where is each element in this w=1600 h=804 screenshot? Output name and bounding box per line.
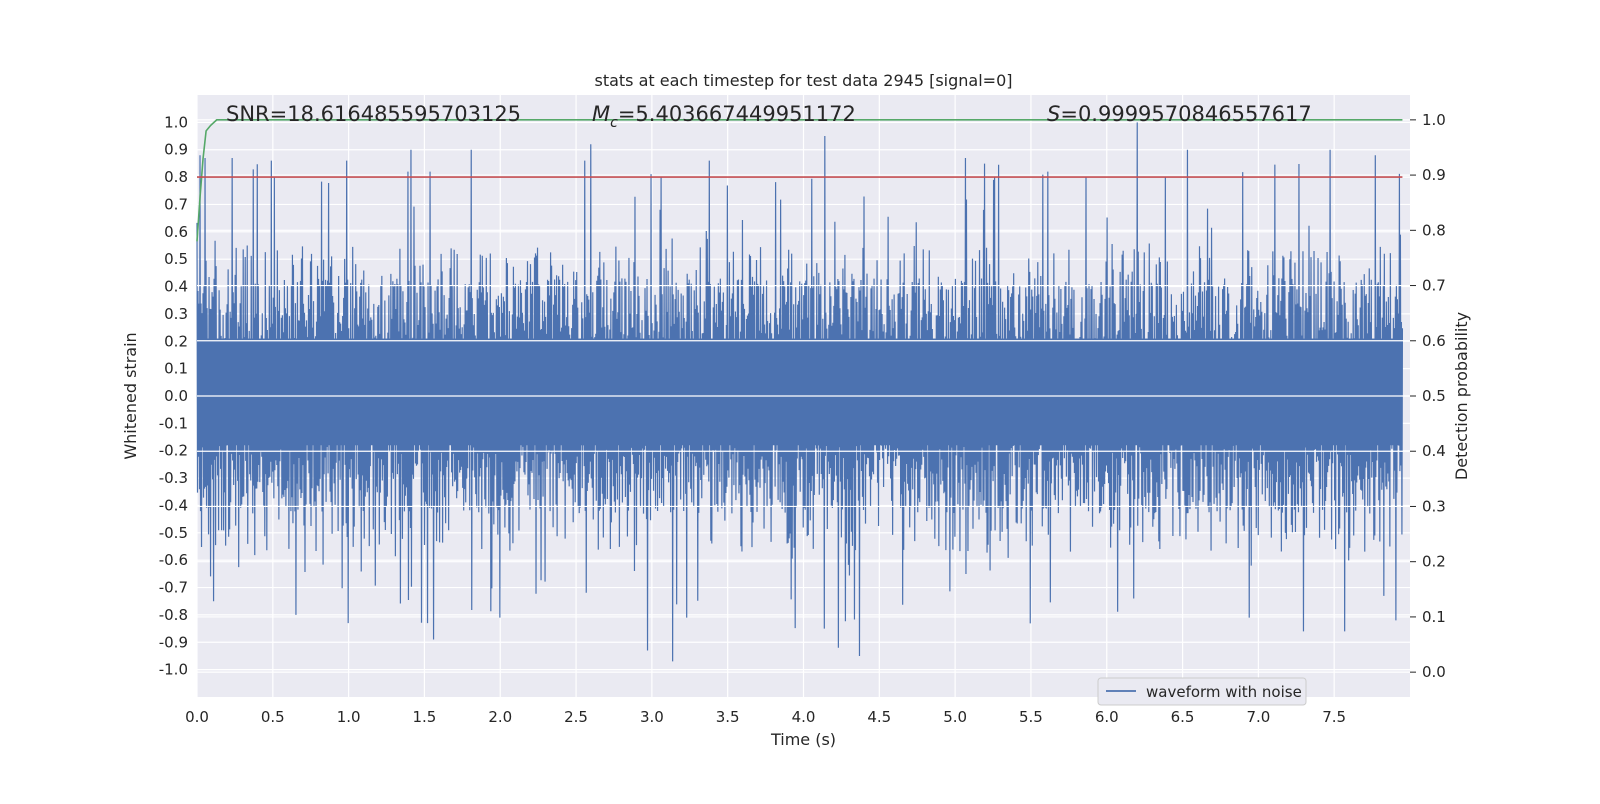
chirp-mass-value: =5.403667449951172 — [618, 102, 856, 126]
x-tick-label: 1.0 — [337, 708, 361, 726]
y2-tick-label: 0.2 — [1422, 553, 1446, 571]
waveform-core-band — [197, 338, 1403, 446]
y-tick-label: -0.7 — [159, 579, 188, 597]
x-tick-label: 6.0 — [1095, 708, 1119, 726]
x-tick-label: 4.5 — [867, 708, 891, 726]
y-tick-label: 0.6 — [164, 223, 188, 241]
x-tick-label: 3.5 — [716, 708, 740, 726]
y-tick-label: 1.0 — [164, 113, 188, 131]
y2-tick-label: 0.0 — [1422, 663, 1446, 681]
x-tick-label: 5.5 — [1019, 708, 1043, 726]
y-tick-label: -0.1 — [159, 414, 188, 432]
waveform-line — [196, 122, 1404, 662]
y-tick-label: 0.0 — [164, 387, 188, 405]
detection-probability-line — [196, 119, 1403, 242]
legend: waveform with noise — [1097, 677, 1307, 706]
y-tick-label: -0.3 — [159, 469, 188, 487]
x-tick-label: 3.0 — [640, 708, 664, 726]
y-tick-label: 0.7 — [164, 195, 188, 213]
y-tick-label: 0.8 — [164, 168, 188, 186]
y2-tick-label: 0.3 — [1422, 497, 1446, 515]
y-tick-label: 0.1 — [164, 360, 188, 378]
x-tick-label: 6.5 — [1171, 708, 1195, 726]
y-tick-label: -0.6 — [159, 551, 188, 569]
x-tick-label: 0.5 — [261, 708, 285, 726]
y-axis-label: Whitened strain — [121, 332, 140, 459]
y-tick-label: -1.0 — [159, 661, 188, 679]
x-tick-label: 2.0 — [488, 708, 512, 726]
s-value: =0.9999570846557617 — [1060, 102, 1311, 126]
y-tick-label: 0.9 — [164, 141, 188, 159]
y2-tick-label: 0.9 — [1422, 166, 1446, 184]
y2-tick-label: 0.7 — [1422, 277, 1446, 295]
snr-annotation: SNR=18.616485595703125 — [226, 102, 521, 126]
y-tick-label: -0.4 — [159, 496, 188, 514]
y2-axis-label: Detection probability — [1452, 312, 1471, 480]
y2-tick-label: 0.5 — [1422, 387, 1446, 405]
legend-box — [1097, 677, 1307, 706]
y-tick-label: 0.5 — [164, 250, 188, 268]
waveform-series — [196, 122, 1404, 662]
y2-tick-label: 1.0 — [1422, 111, 1446, 129]
x-axis-label: Time (s) — [770, 730, 836, 749]
chart-title: stats at each timestep for test data 294… — [594, 71, 1012, 90]
x-tick-label: 0.0 — [185, 708, 209, 726]
y-tick-label: -0.2 — [159, 442, 188, 460]
chirp-mass-symbol: M — [592, 102, 610, 126]
y-tick-label: 0.4 — [164, 278, 188, 296]
s-annotation: S=0.9999570846557617 — [1047, 102, 1312, 126]
y2-tick-label: 0.6 — [1422, 332, 1446, 350]
chirp-mass-subscript: c — [610, 115, 618, 131]
x-tick-label: 7.5 — [1322, 708, 1346, 726]
s-symbol: S — [1047, 102, 1060, 126]
x-tick-label: 5.0 — [943, 708, 967, 726]
y2-tick-label: 0.1 — [1422, 608, 1446, 626]
y-tick-label: -0.8 — [159, 606, 188, 624]
probability-and-threshold-lines — [196, 119, 1410, 508]
x-tick-label: 4.0 — [792, 708, 816, 726]
y-tick-label: 0.2 — [164, 332, 188, 350]
y-tick-label: -0.9 — [159, 633, 188, 651]
x-tick-label: 7.0 — [1246, 708, 1270, 726]
y2-tick-label: 0.8 — [1422, 221, 1446, 239]
y-tick-label: -0.5 — [159, 524, 188, 542]
tick-marks — [1410, 119, 1416, 673]
y2-tick-label: 0.4 — [1422, 442, 1446, 460]
x-tick-label: 2.5 — [564, 708, 588, 726]
y-tick-label: 0.3 — [164, 305, 188, 323]
legend-label: waveform with noise — [1146, 683, 1302, 701]
chirp-mass-annotation: Mc=5.403667449951172 — [592, 102, 856, 131]
x-tick-label: 1.5 — [413, 708, 437, 726]
